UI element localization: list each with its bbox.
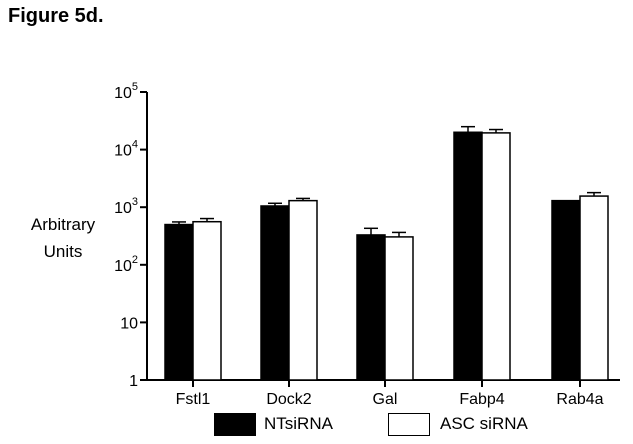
y-tick-label-1: 10 [120, 315, 138, 332]
bar-rab4a-asc-sirna [579, 195, 609, 381]
bar-gal-asc-sirna [384, 236, 414, 381]
figure-title: Figure 5d. [8, 5, 104, 27]
legend-swatch-ntsirna [214, 413, 256, 436]
x-tick-label-fabp4: Fabp4 [459, 391, 504, 408]
bar-rab4a-ntsirna [551, 199, 581, 381]
legend-label-asc-sirna: ASC siRNA [440, 414, 528, 433]
y-tick-label-5: 105 [114, 81, 138, 102]
bar-dock2-ntsirna [260, 205, 290, 381]
legend-swatch-asc-sirna [388, 413, 430, 436]
bar-fabp4-ntsirna [453, 131, 483, 381]
x-tick-label-dock2: Dock2 [266, 391, 311, 408]
y-tick-label-0: 1 [129, 373, 138, 390]
bar-fstl1-ntsirna [164, 223, 194, 381]
legend-label-ntsirna: NTsiRNA [264, 414, 333, 433]
y-tick-label-4: 104 [114, 139, 138, 160]
x-tick-label-rab4a: Rab4a [556, 391, 603, 408]
y-tick-label-2: 102 [114, 254, 138, 275]
bar-fstl1-asc-sirna [192, 220, 222, 381]
bar-gal-ntsirna [356, 234, 386, 381]
x-tick-label-gal: Gal [373, 391, 398, 408]
x-tick-label-fstl1: Fstl1 [176, 391, 211, 408]
bar-fabp4-asc-sirna [481, 132, 511, 381]
bar-dock2-asc-sirna [288, 199, 318, 381]
y-axis-label-line-2: Units [43, 242, 83, 261]
y-axis-label-line-1: Arbitrary [30, 215, 96, 234]
y-tick-label-3: 103 [114, 196, 138, 217]
